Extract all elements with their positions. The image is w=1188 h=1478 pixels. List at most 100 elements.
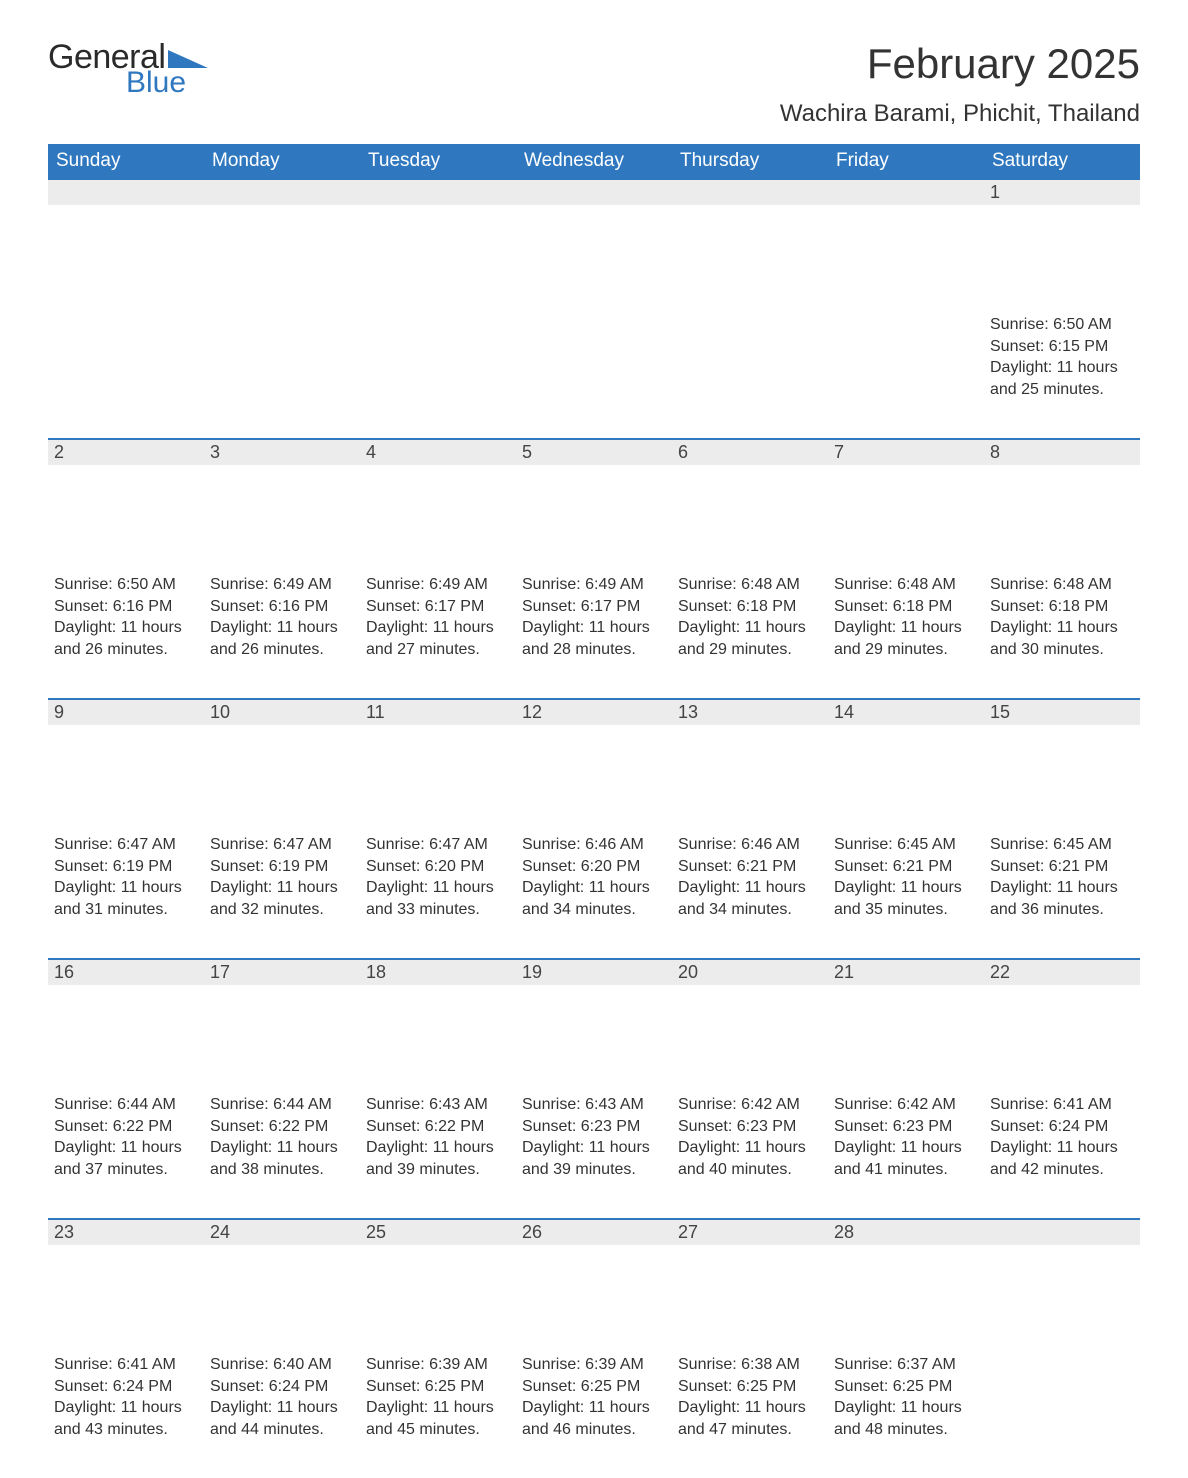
day-number-cell: 17 — [204, 958, 360, 1088]
sunrise-label: Sunrise: — [990, 316, 1049, 333]
week-daynum-row: 16171819202122 — [48, 958, 1140, 1088]
sunset-value: 6:25 PM — [737, 1378, 797, 1395]
daylight-line: Daylight: 11 hours and 36 minutes. — [990, 877, 1134, 920]
day-number — [828, 178, 984, 205]
sunrise-label: Sunrise: — [366, 836, 425, 853]
daylight-label: Daylight: — [990, 1139, 1052, 1156]
sunset-label: Sunset: — [678, 1378, 732, 1395]
sunset-label: Sunset: — [210, 1118, 264, 1135]
day-content-cell: Sunrise: 6:37 AMSunset: 6:25 PMDaylight:… — [828, 1348, 984, 1478]
sunset-line: Sunset: 6:22 PM — [366, 1116, 510, 1138]
day-number: 25 — [360, 1218, 516, 1245]
day-number: 2 — [48, 438, 204, 465]
day-number-cell — [828, 178, 984, 308]
sunset-label: Sunset: — [990, 598, 1044, 615]
day-number: 6 — [672, 438, 828, 465]
sunrise-value: 6:40 AM — [273, 1356, 332, 1373]
daylight-label: Daylight: — [522, 1139, 584, 1156]
sunrise-line: Sunrise: 6:45 AM — [834, 834, 978, 856]
daylight-label: Daylight: — [366, 1139, 428, 1156]
daylight-label: Daylight: — [210, 1139, 272, 1156]
day-number-cell: 24 — [204, 1218, 360, 1348]
daylight-line: Daylight: 11 hours and 34 minutes. — [522, 877, 666, 920]
day-number: 5 — [516, 438, 672, 465]
day-content-cell: Sunrise: 6:44 AMSunset: 6:22 PMDaylight:… — [204, 1088, 360, 1218]
calendar-thead: SundayMondayTuesdayWednesdayThursdayFrid… — [48, 144, 1140, 178]
sunset-line: Sunset: 6:18 PM — [990, 596, 1134, 618]
sunset-value: 6:24 PM — [1049, 1118, 1109, 1135]
daylight-label: Daylight: — [990, 879, 1052, 896]
day-number — [672, 178, 828, 205]
sunrise-value: 6:39 AM — [585, 1356, 644, 1373]
sunrise-label: Sunrise: — [210, 836, 269, 853]
sunset-value: 6:20 PM — [581, 858, 641, 875]
daylight-label: Daylight: — [54, 1139, 116, 1156]
sunrise-value: 6:41 AM — [1053, 1096, 1112, 1113]
day-number-cell: 8 — [984, 438, 1140, 568]
week-daynum-row: 9101112131415 — [48, 698, 1140, 828]
sunrise-label: Sunrise: — [210, 1096, 269, 1113]
sunset-line: Sunset: 6:20 PM — [522, 856, 666, 878]
sunset-label: Sunset: — [990, 338, 1044, 355]
day-number: 1 — [984, 178, 1140, 205]
day-content-cell: Sunrise: 6:46 AMSunset: 6:20 PMDaylight:… — [516, 828, 672, 958]
daylight-line: Daylight: 11 hours and 34 minutes. — [678, 877, 822, 920]
sunrise-value: 6:43 AM — [429, 1096, 488, 1113]
daylight-line: Daylight: 11 hours and 25 minutes. — [990, 357, 1134, 400]
day-content: Sunrise: 6:50 AMSunset: 6:15 PMDaylight:… — [984, 308, 1140, 414]
sunset-value: 6:21 PM — [893, 858, 953, 875]
day-content-cell: Sunrise: 6:48 AMSunset: 6:18 PMDaylight:… — [672, 568, 828, 698]
sunrise-line: Sunrise: 6:41 AM — [54, 1354, 198, 1376]
sunrise-line: Sunrise: 6:48 AM — [678, 574, 822, 596]
sunset-label: Sunset: — [990, 1118, 1044, 1135]
day-number-cell: 23 — [48, 1218, 204, 1348]
sunrise-value: 6:47 AM — [117, 836, 176, 853]
day-number-cell: 20 — [672, 958, 828, 1088]
sunrise-line: Sunrise: 6:42 AM — [678, 1094, 822, 1116]
day-content: Sunrise: 6:37 AMSunset: 6:25 PMDaylight:… — [828, 1348, 984, 1454]
sunset-line: Sunset: 6:22 PM — [54, 1116, 198, 1138]
day-number: 26 — [516, 1218, 672, 1245]
day-number: 22 — [984, 958, 1140, 985]
sunset-line: Sunset: 6:24 PM — [990, 1116, 1134, 1138]
sunrise-line: Sunrise: 6:37 AM — [834, 1354, 978, 1376]
day-number-cell: 28 — [828, 1218, 984, 1348]
sunset-line: Sunset: 6:25 PM — [678, 1376, 822, 1398]
sunset-value: 6:19 PM — [269, 858, 329, 875]
day-number: 11 — [360, 698, 516, 725]
sunset-line: Sunset: 6:25 PM — [834, 1376, 978, 1398]
day-number-cell: 10 — [204, 698, 360, 828]
daylight-line: Daylight: 11 hours and 39 minutes. — [522, 1137, 666, 1180]
daylight-label: Daylight: — [990, 359, 1052, 376]
day-content: Sunrise: 6:46 AMSunset: 6:21 PMDaylight:… — [672, 828, 828, 934]
day-content: Sunrise: 6:48 AMSunset: 6:18 PMDaylight:… — [672, 568, 828, 674]
sunrise-value: 6:48 AM — [1053, 576, 1112, 593]
sunset-value: 6:15 PM — [1049, 338, 1109, 355]
sunset-label: Sunset: — [210, 858, 264, 875]
sunset-line: Sunset: 6:17 PM — [522, 596, 666, 618]
daylight-line: Daylight: 11 hours and 41 minutes. — [834, 1137, 978, 1180]
daylight-line: Daylight: 11 hours and 30 minutes. — [990, 617, 1134, 660]
day-content: Sunrise: 6:42 AMSunset: 6:23 PMDaylight:… — [828, 1088, 984, 1194]
day-number-cell — [672, 178, 828, 308]
day-number: 19 — [516, 958, 672, 985]
day-number: 20 — [672, 958, 828, 985]
sunset-value: 6:17 PM — [425, 598, 485, 615]
daylight-line: Daylight: 11 hours and 26 minutes. — [54, 617, 198, 660]
day-header: Tuesday — [360, 144, 516, 178]
daylight-line: Daylight: 11 hours and 31 minutes. — [54, 877, 198, 920]
sunset-line: Sunset: 6:18 PM — [834, 596, 978, 618]
sunset-line: Sunset: 6:23 PM — [678, 1116, 822, 1138]
sunrise-label: Sunrise: — [210, 1356, 269, 1373]
sunset-line: Sunset: 6:23 PM — [522, 1116, 666, 1138]
day-content-cell: Sunrise: 6:48 AMSunset: 6:18 PMDaylight:… — [828, 568, 984, 698]
daylight-label: Daylight: — [678, 619, 740, 636]
day-number-cell: 18 — [360, 958, 516, 1088]
daylight-line: Daylight: 11 hours and 29 minutes. — [834, 617, 978, 660]
sunset-value: 6:24 PM — [269, 1378, 329, 1395]
day-number-cell: 19 — [516, 958, 672, 1088]
sunrise-value: 6:47 AM — [429, 836, 488, 853]
daylight-label: Daylight: — [834, 1399, 896, 1416]
sunrise-label: Sunrise: — [366, 1096, 425, 1113]
day-content: Sunrise: 6:50 AMSunset: 6:16 PMDaylight:… — [48, 568, 204, 674]
